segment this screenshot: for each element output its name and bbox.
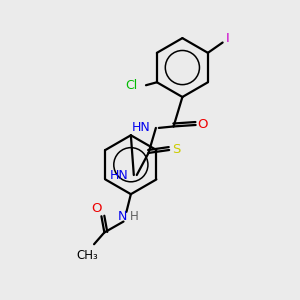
Text: N: N — [117, 210, 127, 223]
Text: H: H — [129, 210, 138, 223]
Text: O: O — [92, 202, 102, 215]
Text: I: I — [226, 32, 230, 46]
Text: HN: HN — [110, 169, 128, 182]
Text: S: S — [172, 143, 181, 157]
Text: HN: HN — [132, 122, 151, 134]
Text: Cl: Cl — [125, 79, 137, 92]
Text: O: O — [197, 118, 207, 131]
Text: CH₃: CH₃ — [77, 249, 98, 262]
